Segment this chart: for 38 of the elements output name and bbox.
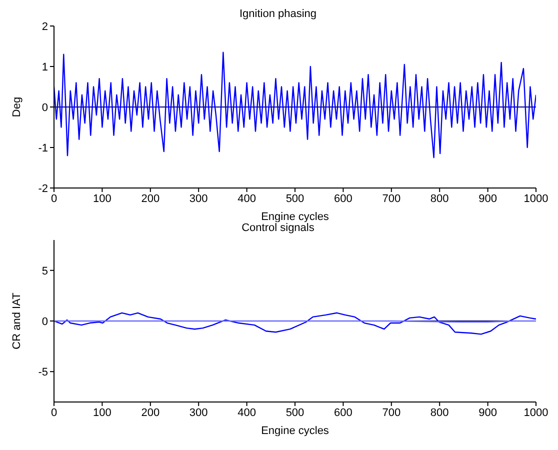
x-tick-label: 900	[478, 192, 497, 205]
y-axis-title: Deg	[10, 96, 23, 118]
x-axis-title: Engine cycles	[261, 425, 330, 437]
x-tick-label: 500	[286, 406, 304, 419]
y-tick-label: -1	[38, 142, 48, 154]
x-tick-label: 800	[430, 406, 449, 419]
y-tick-label: 2	[42, 20, 48, 33]
x-tick-label: 200	[141, 406, 160, 419]
x-tick-label: 300	[189, 406, 208, 419]
x-tick-label: 600	[334, 406, 352, 419]
x-tick-label: 200	[141, 192, 160, 205]
x-tick-label: 1000	[524, 192, 548, 205]
x-tick-label: 300	[189, 192, 208, 205]
x-tick-label: 100	[93, 406, 112, 419]
x-tick-label: 600	[334, 192, 352, 205]
y-tick-label: -2	[38, 182, 48, 195]
line-series	[54, 52, 536, 158]
x-tick-label: 800	[430, 192, 449, 205]
y-tick-label: -5	[38, 366, 48, 379]
y-tick-label: 0	[42, 102, 48, 114]
y-tick-label: 0	[42, 316, 48, 328]
x-tick-label: 0	[50, 192, 58, 205]
x-tick-label: 700	[382, 406, 401, 419]
x-tick-label: 100	[93, 192, 112, 205]
y-tick-label: 1	[42, 61, 48, 74]
x-axis-title: Engine cycles	[261, 211, 330, 223]
y-axis-title: CR and IAT	[10, 292, 23, 350]
line-series	[54, 312, 536, 335]
x-tick-label: 700	[382, 192, 401, 205]
x-tick-label: 1000	[524, 406, 548, 419]
x-tick-label: 500	[286, 192, 304, 205]
x-tick-label: 0	[50, 406, 58, 419]
y-tick-label: 5	[42, 265, 48, 278]
x-tick-label: 400	[238, 192, 256, 205]
chart-title: Ignition phasing	[238, 8, 318, 22]
chart-title: Control signals	[240, 222, 316, 236]
x-tick-label: 900	[478, 406, 497, 419]
x-tick-label: 400	[238, 406, 256, 419]
